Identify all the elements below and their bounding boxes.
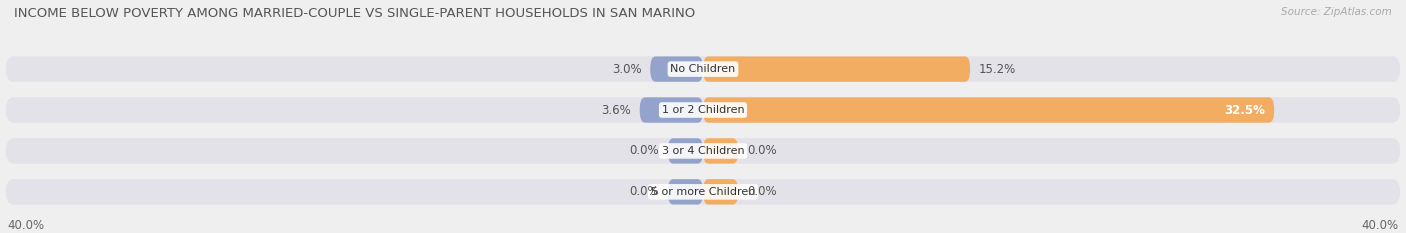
Text: 40.0%: 40.0% — [1362, 219, 1399, 232]
Text: 0.0%: 0.0% — [630, 185, 659, 198]
Text: 3.0%: 3.0% — [612, 63, 641, 75]
FancyBboxPatch shape — [703, 56, 970, 82]
FancyBboxPatch shape — [703, 138, 738, 164]
Text: 0.0%: 0.0% — [747, 185, 776, 198]
FancyBboxPatch shape — [6, 138, 1400, 164]
Text: INCOME BELOW POVERTY AMONG MARRIED-COUPLE VS SINGLE-PARENT HOUSEHOLDS IN SAN MAR: INCOME BELOW POVERTY AMONG MARRIED-COUPL… — [14, 7, 696, 20]
Text: 32.5%: 32.5% — [1225, 103, 1265, 116]
FancyBboxPatch shape — [668, 138, 703, 164]
Text: No Children: No Children — [671, 64, 735, 74]
Text: Source: ZipAtlas.com: Source: ZipAtlas.com — [1281, 7, 1392, 17]
FancyBboxPatch shape — [6, 56, 1400, 82]
Text: 15.2%: 15.2% — [979, 63, 1017, 75]
Text: 5 or more Children: 5 or more Children — [651, 187, 755, 197]
FancyBboxPatch shape — [650, 56, 703, 82]
Text: 3 or 4 Children: 3 or 4 Children — [662, 146, 744, 156]
FancyBboxPatch shape — [6, 97, 1400, 123]
FancyBboxPatch shape — [6, 179, 1400, 205]
Text: 3.6%: 3.6% — [602, 103, 631, 116]
FancyBboxPatch shape — [703, 97, 1274, 123]
FancyBboxPatch shape — [640, 97, 703, 123]
Text: 0.0%: 0.0% — [747, 144, 776, 158]
Text: 40.0%: 40.0% — [7, 219, 44, 232]
FancyBboxPatch shape — [703, 179, 738, 205]
Text: 1 or 2 Children: 1 or 2 Children — [662, 105, 744, 115]
FancyBboxPatch shape — [668, 179, 703, 205]
Text: 0.0%: 0.0% — [630, 144, 659, 158]
